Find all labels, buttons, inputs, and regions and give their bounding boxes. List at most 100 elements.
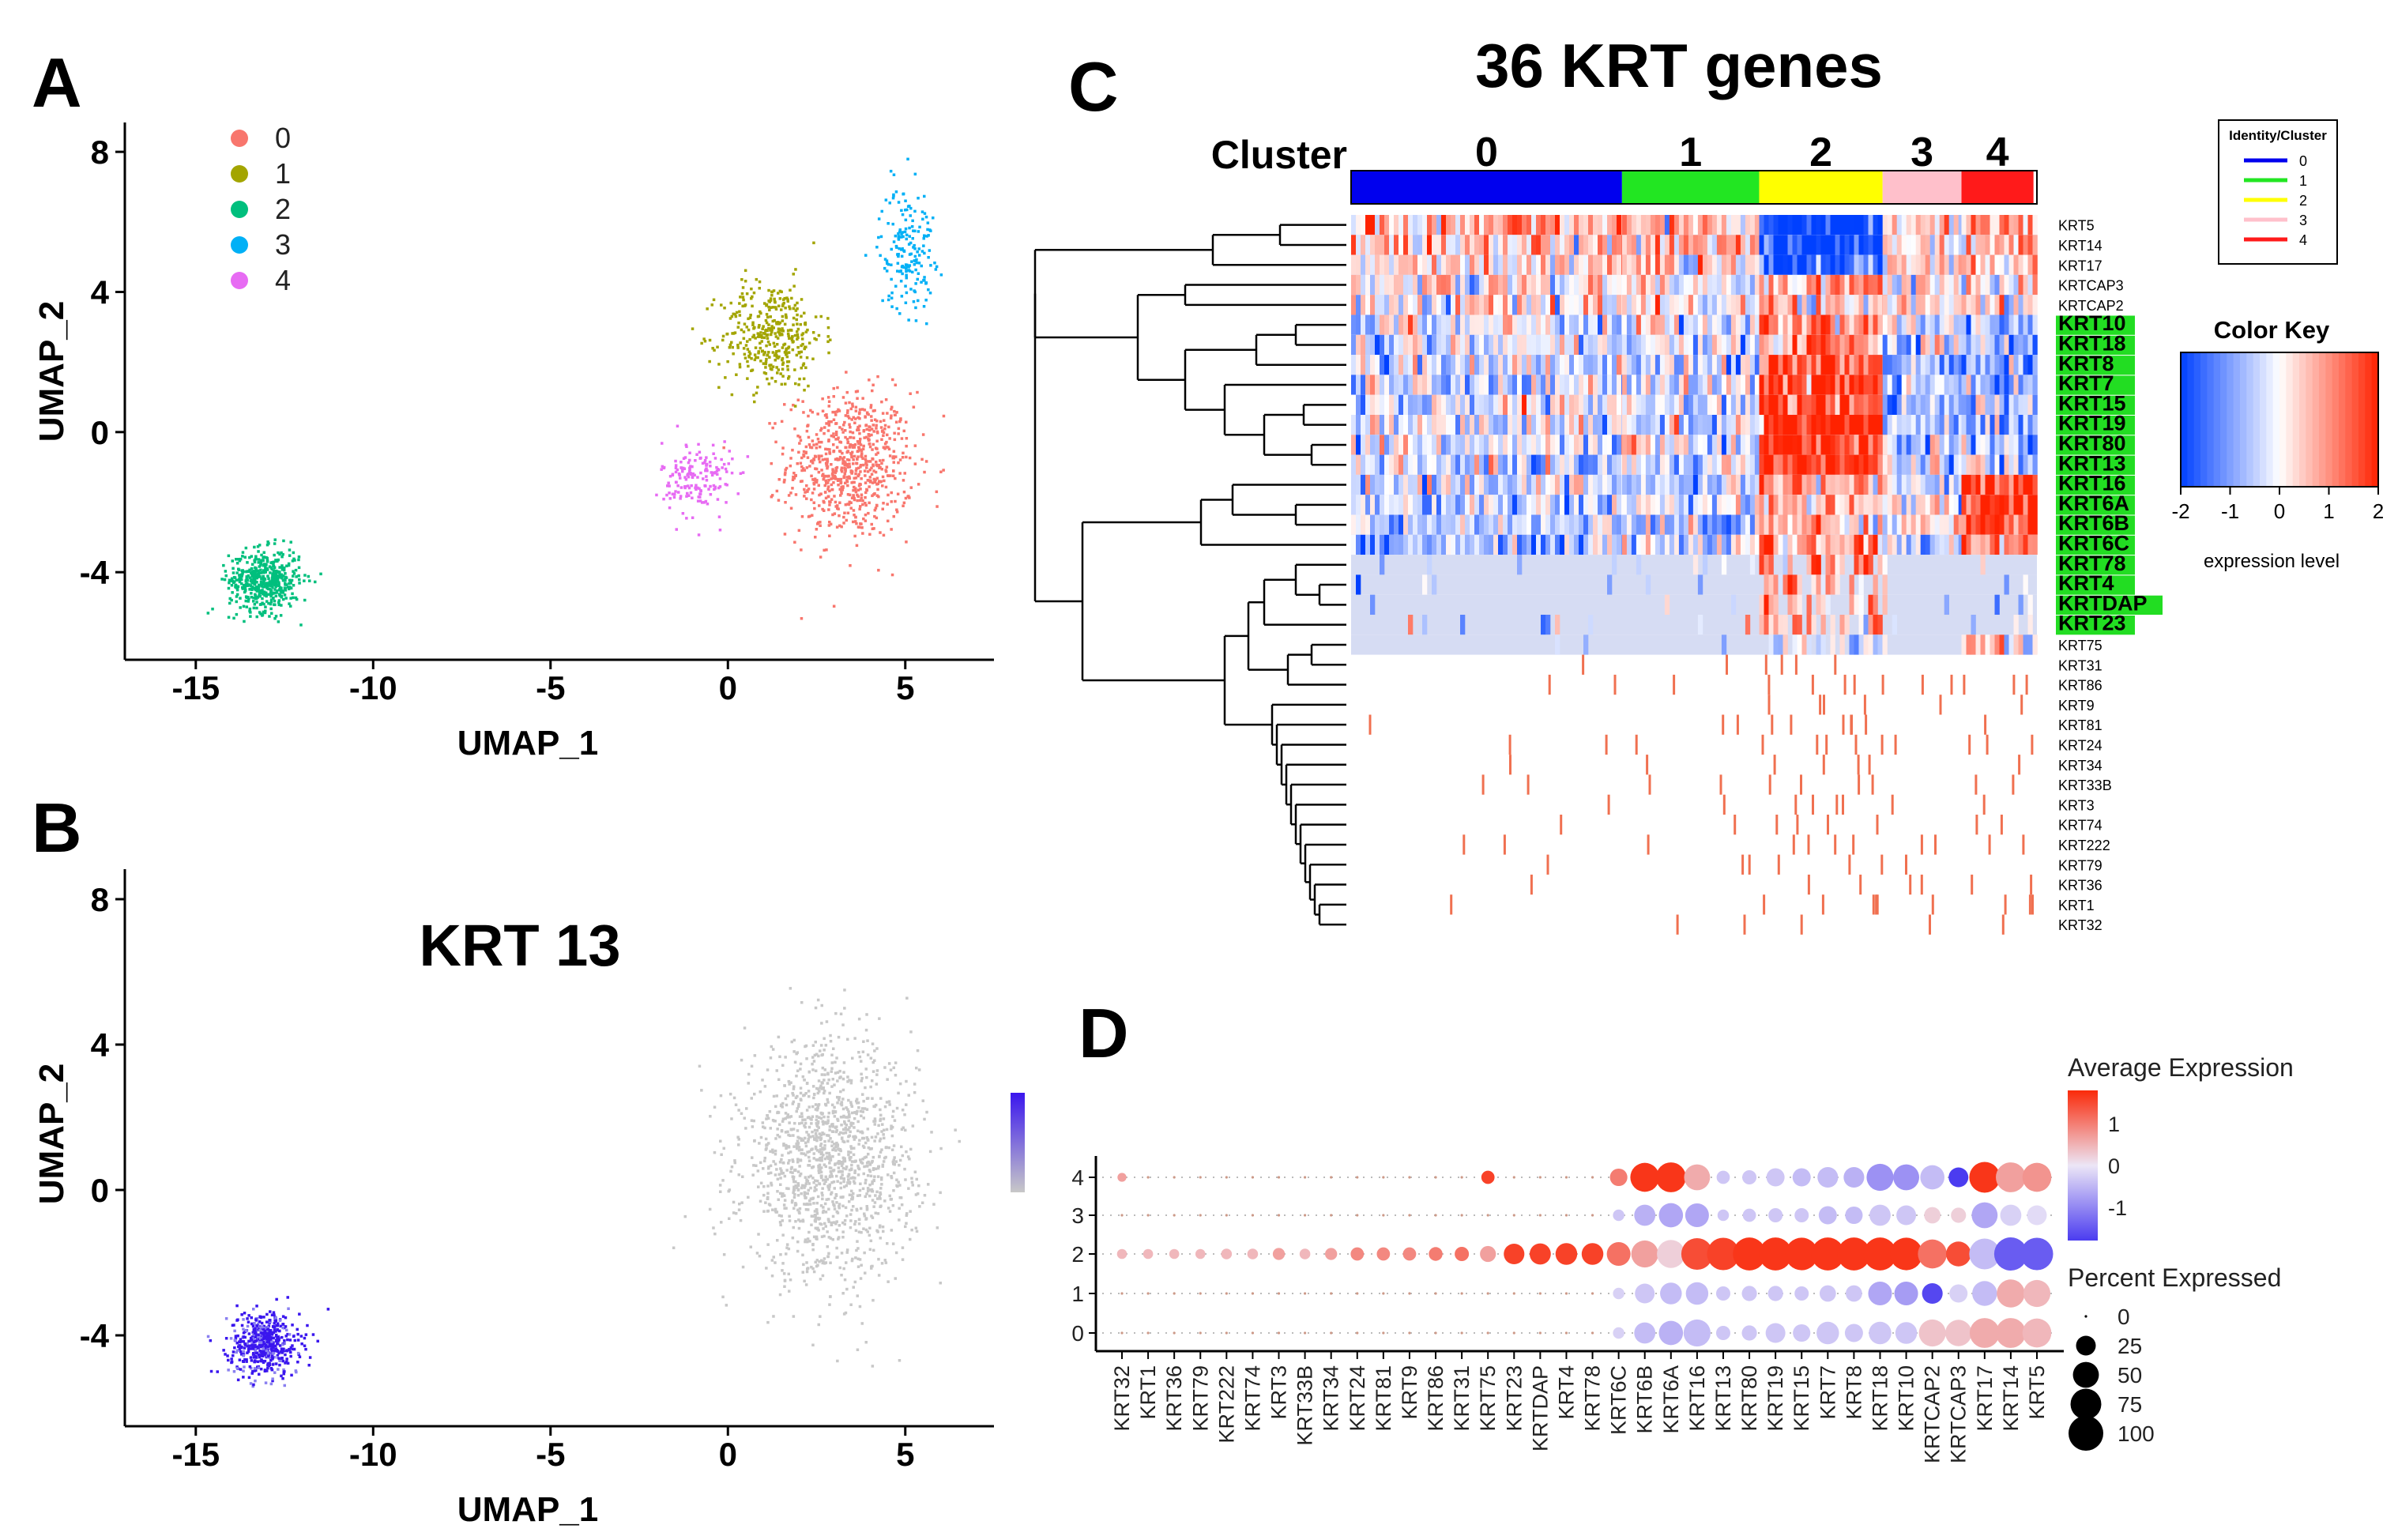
umap-point-1 bbox=[766, 377, 769, 381]
heat-cell bbox=[1446, 235, 1451, 255]
umap-point-2 bbox=[227, 554, 231, 558]
heat-cell bbox=[1351, 235, 1357, 255]
panel-a-points bbox=[206, 157, 946, 627]
umap-point-3 bbox=[922, 244, 925, 247]
heat-cell bbox=[1721, 235, 1727, 255]
umap-point-3 bbox=[906, 157, 909, 161]
heat-cell bbox=[1455, 235, 1461, 255]
umap-point-2 bbox=[284, 582, 287, 585]
umap-point-KRT13-low bbox=[826, 1098, 829, 1101]
umap-point-0 bbox=[815, 467, 819, 471]
umap-point-KRT13-high bbox=[277, 1351, 280, 1355]
umap-point-2 bbox=[264, 585, 267, 589]
umap-point-3 bbox=[924, 281, 928, 284]
umap-point-KRT13-low bbox=[824, 1211, 828, 1214]
heat-cell bbox=[1508, 235, 1513, 255]
heat-cell bbox=[1659, 274, 1666, 296]
heat-cell bbox=[1816, 334, 1821, 356]
heat-cell bbox=[1806, 314, 1812, 335]
heat-cell bbox=[1726, 295, 1732, 315]
heat-cell bbox=[1489, 334, 1494, 356]
umap-point-0 bbox=[820, 469, 823, 472]
heat-cell bbox=[2023, 235, 2028, 255]
umap-point-4 bbox=[679, 476, 682, 480]
umap-point-KRT13-low bbox=[770, 1184, 774, 1187]
umap-point-0 bbox=[863, 409, 867, 412]
umap-point-4 bbox=[668, 475, 672, 478]
umap-point-KRT13-low bbox=[817, 1126, 820, 1129]
heat-cell bbox=[1707, 314, 1713, 335]
heat-cell bbox=[1906, 314, 1911, 335]
heat-cell bbox=[1621, 235, 1628, 255]
heat-cell bbox=[1892, 295, 1897, 315]
umap-point-KRT13-low bbox=[834, 1143, 838, 1147]
umap-point-0 bbox=[887, 519, 890, 523]
heat-cell bbox=[1844, 254, 1850, 275]
heat-cell bbox=[1768, 254, 1774, 275]
umap-point-KRT13-high bbox=[254, 1351, 258, 1355]
heat-cell bbox=[1778, 235, 1783, 255]
cluster-bar-2 bbox=[1759, 171, 1883, 204]
umap-point-KRT13-low bbox=[856, 1129, 860, 1132]
umap-point-0 bbox=[831, 469, 835, 473]
heat-cell bbox=[1910, 314, 1916, 335]
umap-point-1 bbox=[738, 302, 741, 305]
umap-point-KRT13-low bbox=[796, 1142, 800, 1145]
umap-point-KRT13-high bbox=[286, 1296, 289, 1299]
umap-point-3 bbox=[909, 241, 913, 245]
heat-cell bbox=[1745, 274, 1751, 296]
umap-point-KRT13-low bbox=[811, 1197, 815, 1200]
heat-cell bbox=[1678, 314, 1685, 335]
umap-point-KRT13-low bbox=[850, 1193, 853, 1197]
umap-point-1 bbox=[774, 335, 778, 338]
umap-point-0 bbox=[862, 517, 865, 521]
heat-cell bbox=[1470, 314, 1475, 335]
heat-cell bbox=[1664, 274, 1670, 296]
umap-point-0 bbox=[874, 506, 878, 510]
umap-point-KRT13-low bbox=[779, 1183, 782, 1186]
umap-point-0 bbox=[834, 422, 838, 425]
umap-point-0 bbox=[883, 424, 887, 427]
umap-point-KRT13-high bbox=[262, 1347, 265, 1350]
umap-point-3 bbox=[900, 254, 904, 258]
umap-point-0 bbox=[818, 504, 821, 507]
umap-point-1 bbox=[778, 289, 782, 293]
umap-point-1 bbox=[759, 360, 762, 363]
heat-cell bbox=[1825, 235, 1831, 255]
umap-point-KRT13-high bbox=[258, 1355, 262, 1359]
umap-point-2 bbox=[243, 585, 247, 589]
heat-cell bbox=[1569, 274, 1575, 296]
heat-cell bbox=[1999, 254, 2005, 275]
umap-point-0 bbox=[885, 440, 888, 444]
heat-cell bbox=[1844, 295, 1850, 315]
umap-point-KRT13-low bbox=[823, 1073, 826, 1076]
heat-cell bbox=[1801, 254, 1807, 275]
umap-point-KRT13-high bbox=[283, 1342, 286, 1346]
umap-point-0 bbox=[905, 540, 908, 544]
umap-point-KRT13-low bbox=[861, 1110, 864, 1113]
heat-cell bbox=[1621, 215, 1628, 235]
heat-cell bbox=[1877, 295, 1883, 315]
umap-point-0 bbox=[841, 396, 845, 399]
umap-point-KRT13-low bbox=[815, 1188, 818, 1192]
umap-point-KRT13-low bbox=[838, 1076, 841, 1079]
heat-cell bbox=[1602, 314, 1608, 335]
umap-point-KRT13-low bbox=[855, 1098, 859, 1101]
umap-point-0 bbox=[864, 435, 868, 439]
umap-point-0 bbox=[880, 400, 883, 404]
heat-cell bbox=[1441, 254, 1447, 275]
umap-point-KRT13-low bbox=[842, 1114, 845, 1118]
heat-cell bbox=[1550, 314, 1556, 335]
heat-cell bbox=[1356, 235, 1361, 255]
umap-point-KRT13-high bbox=[280, 1347, 284, 1350]
umap-point-2 bbox=[262, 586, 265, 589]
umap-point-2 bbox=[223, 578, 227, 582]
umap-point-KRT13-low bbox=[870, 1135, 874, 1139]
umap-point-KRT13-low bbox=[894, 1160, 898, 1163]
heat-cell bbox=[1792, 314, 1798, 335]
heat-cell bbox=[1811, 235, 1816, 255]
umap-point-KRT13-low bbox=[801, 1118, 804, 1121]
heat-cell bbox=[1858, 274, 1864, 296]
heat-cell bbox=[1650, 215, 1656, 235]
